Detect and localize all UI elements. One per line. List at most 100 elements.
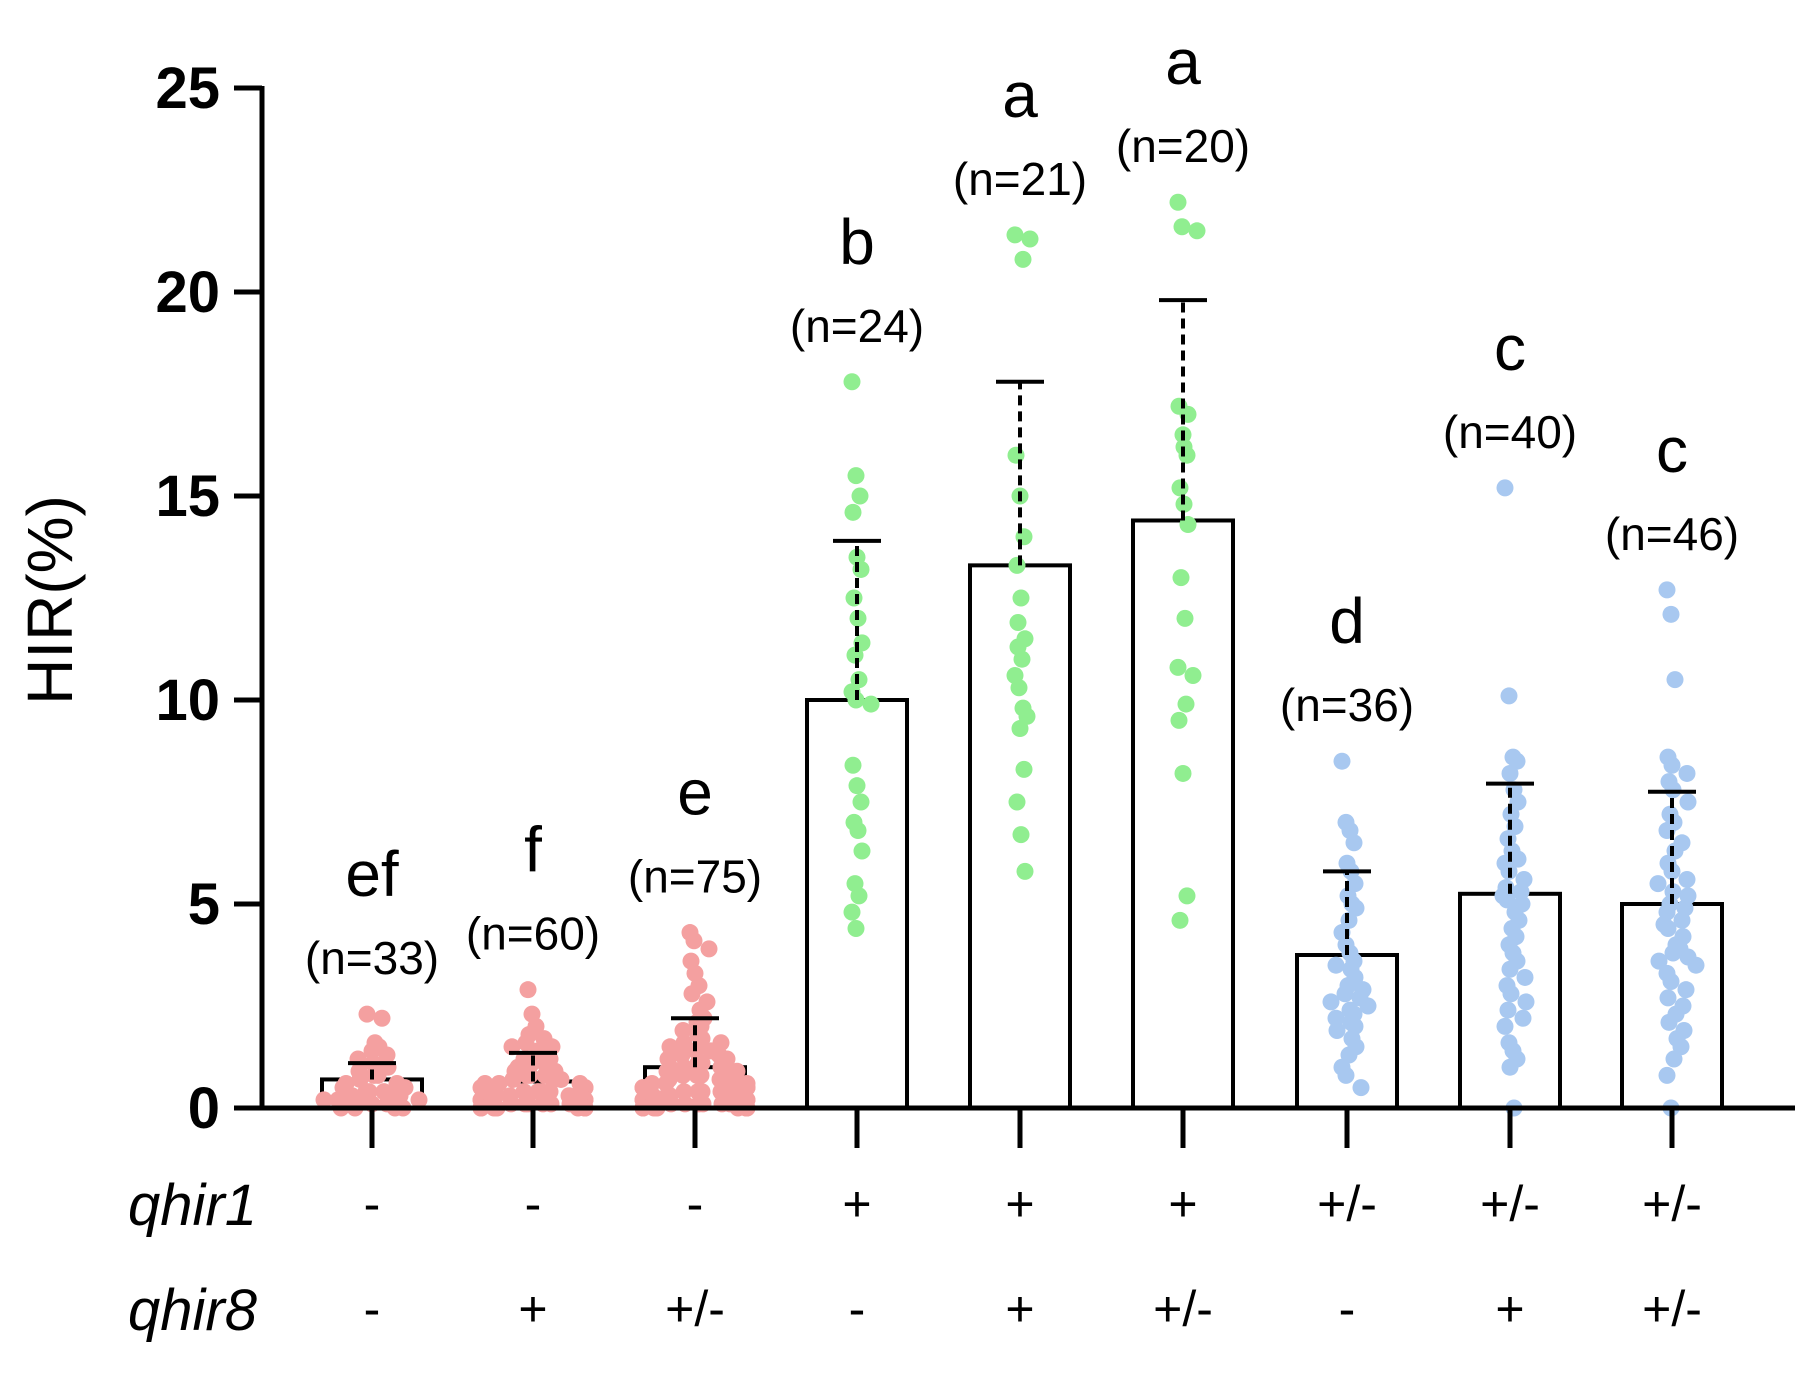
- data-point-group-9: [1658, 1066, 1676, 1084]
- data-point-group-9: [1665, 1050, 1683, 1068]
- data-point-group-5: [1016, 862, 1034, 880]
- data-point-group-1: [358, 1005, 376, 1023]
- y-tick-label-25: 25: [155, 56, 220, 121]
- genotype-qhir8-group-5: +: [1005, 1281, 1034, 1337]
- genotype-qhir1-group-2: -: [525, 1176, 542, 1232]
- y-axis-title: HIR(%): [14, 495, 86, 705]
- data-point-group-8: [1500, 687, 1518, 705]
- data-point-group-8: [1509, 850, 1527, 868]
- sample-size-label-1: (n=33): [305, 932, 439, 984]
- data-point-group-4: [843, 373, 861, 391]
- data-point-group-5: [1014, 250, 1032, 268]
- data-point-group-4: [849, 822, 867, 840]
- group-labels: (n=33) ef (n=60) f (n=75) e (n=24) b (n=21) a (n=2…: [305, 26, 1739, 984]
- data-point-group-6: [1173, 218, 1191, 236]
- data-point-group-8: [1499, 1001, 1517, 1019]
- data-point-group-6: [1171, 911, 1189, 929]
- data-point-group-3: [683, 985, 701, 1003]
- data-point-group-6: [1177, 695, 1195, 713]
- data-point-group-8: [1496, 479, 1514, 497]
- data-point-group-5: [1011, 720, 1029, 738]
- bar-group-6: [1131, 518, 1235, 1110]
- data-point-group-9: [1664, 944, 1682, 962]
- genotype-qhir8-group-7: -: [1339, 1281, 1356, 1337]
- genotype-qhir1-group-1: -: [364, 1176, 381, 1232]
- data-point-group-3: [674, 1066, 692, 1084]
- data-point-group-8: [1496, 1017, 1514, 1035]
- data-point-group-9: [1664, 781, 1682, 799]
- data-point-group-1: [373, 1009, 391, 1027]
- genotype-qhir8-group-2: +: [518, 1281, 547, 1337]
- data-point-group-5: [1012, 826, 1030, 844]
- genotype-qhir1-group-6: +: [1168, 1176, 1197, 1232]
- data-point-group-7: [1327, 1009, 1345, 1027]
- data-point-group-4: [848, 777, 866, 795]
- data-point-group-6: [1171, 479, 1189, 497]
- data-point-group-1: [315, 1091, 333, 1109]
- data-point-group-7: [1345, 834, 1363, 852]
- genotype-qhir8-group-3: +/-: [665, 1281, 725, 1337]
- genotype-qhir1-group-8: +/-: [1480, 1176, 1540, 1232]
- sample-size-label-7: (n=36): [1280, 679, 1414, 731]
- data-point-group-8: [1514, 1009, 1532, 1027]
- data-point-group-9: [1650, 952, 1668, 970]
- data-point-group-7: [1337, 1066, 1355, 1084]
- significance-letter-8: c: [1494, 312, 1526, 384]
- data-point-group-6: [1184, 667, 1202, 685]
- significance-letter-6: a: [1165, 26, 1201, 98]
- sample-size-label-9: (n=46): [1605, 508, 1739, 560]
- data-point-group-9: [1687, 956, 1705, 974]
- x-axis: [260, 1105, 1795, 1148]
- data-point-group-8: [1501, 764, 1519, 782]
- data-point-group-9: [1659, 919, 1677, 937]
- genotype-qhir8-group-8: +: [1495, 1281, 1524, 1337]
- data-point-group-4: [843, 903, 861, 921]
- genotype-qhir1-group-4: +: [842, 1176, 871, 1232]
- data-point-group-4: [845, 589, 863, 607]
- data-point-group-6: [1174, 764, 1192, 782]
- data-point-group-2: [504, 1070, 522, 1088]
- data-point-group-9: [1673, 911, 1691, 929]
- data-point-group-2: [552, 1070, 570, 1088]
- data-point-group-7: [1333, 752, 1351, 770]
- significance-letter-7: d: [1329, 585, 1365, 657]
- y-tick-label-20: 20: [155, 260, 220, 325]
- data-point-group-7: [1322, 993, 1340, 1011]
- genotype-qhir1-group-5: +: [1005, 1176, 1034, 1232]
- data-point-group-9: [1660, 1013, 1678, 1031]
- data-point-group-1: [378, 1046, 396, 1064]
- genotype-qhir8-group-6: +/-: [1153, 1281, 1213, 1337]
- significance-letter-5: a: [1002, 59, 1038, 131]
- data-point-group-3: [674, 1021, 692, 1039]
- data-point-group-9: [1658, 581, 1676, 599]
- genotype-qhir1-group-7: +/-: [1317, 1176, 1377, 1232]
- y-tick-label-5: 5: [188, 872, 220, 937]
- data-point-group-2: [472, 1079, 490, 1097]
- data-point-group-5: [1012, 589, 1030, 607]
- data-point-group-6: [1169, 658, 1187, 676]
- data-point-group-5: [1008, 556, 1026, 574]
- sample-size-label-5: (n=21): [953, 153, 1087, 205]
- genotype-row-label-qhir8: qhir8: [128, 1278, 257, 1343]
- data-point-group-7: [1359, 997, 1377, 1015]
- significance-letter-9: c: [1656, 414, 1688, 486]
- genotype-qhir8-group-4: -: [849, 1281, 866, 1337]
- data-point-group-5: [1010, 679, 1028, 697]
- data-point-group-4: [847, 467, 865, 485]
- data-point-group-5: [1013, 650, 1031, 668]
- sample-size-label-2: (n=60): [466, 908, 600, 960]
- data-point-group-9: [1659, 989, 1677, 1007]
- data-point-group-4: [853, 842, 871, 860]
- genotype-row-label-qhir1: qhir1: [128, 1173, 257, 1238]
- data-point-group-7: [1336, 985, 1354, 1003]
- data-point-group-8: [1501, 960, 1519, 978]
- sample-size-label-4: (n=24): [790, 300, 924, 352]
- data-point-group-3: [700, 940, 718, 958]
- data-point-group-8: [1498, 891, 1516, 909]
- data-point-group-9: [1678, 764, 1696, 782]
- data-point-group-2: [517, 1034, 535, 1052]
- data-point-group-7: [1328, 1021, 1346, 1039]
- genotype-qhir8-group-1: -: [364, 1281, 381, 1337]
- data-point-group-9: [1677, 981, 1695, 999]
- data-point-group-4: [852, 793, 870, 811]
